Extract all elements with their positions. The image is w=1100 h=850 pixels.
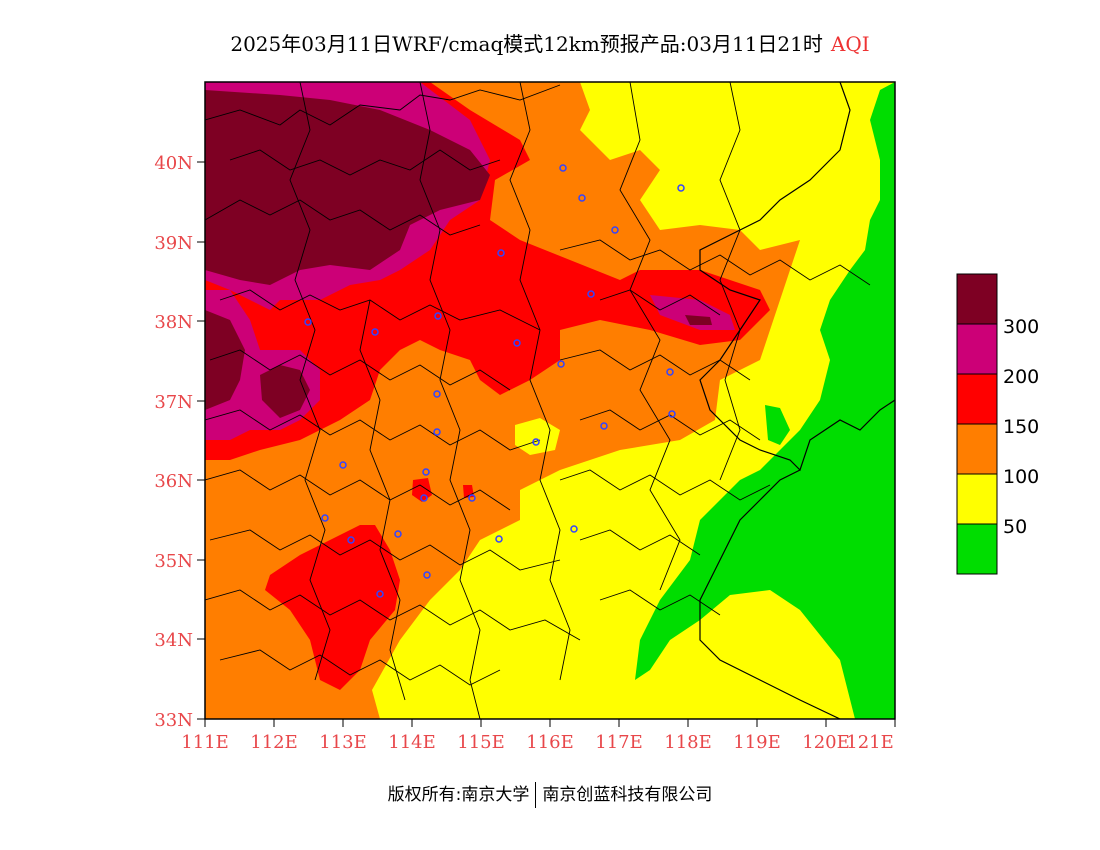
boundary-lines xyxy=(205,82,871,719)
city-markers xyxy=(304,164,685,598)
footer-left: 版权所有:南京大学 xyxy=(387,785,530,805)
legend-label-300: 300 xyxy=(1003,316,1039,338)
lat-label: 39N xyxy=(154,233,193,254)
lon-label: 114E xyxy=(388,732,436,753)
aqi-legend: 300 200 150 100 50 xyxy=(956,273,1039,575)
lat-label: 37N xyxy=(154,392,193,413)
copyright-footer: 版权所有:南京大学 南京创蓝科技有限公司 xyxy=(0,780,1100,808)
legend-label-200: 200 xyxy=(1003,366,1039,388)
lon-label: 120E xyxy=(802,732,850,753)
lat-label: 33N xyxy=(154,710,193,731)
lon-label: 121E xyxy=(846,732,894,753)
lon-label: 116E xyxy=(526,732,574,753)
lon-label: 119E xyxy=(733,732,781,753)
lon-label: 111E xyxy=(181,732,229,753)
lon-label: 117E xyxy=(595,732,643,753)
lon-label: 118E xyxy=(664,732,712,753)
footer-right: 南京创蓝科技有限公司 xyxy=(542,785,713,805)
legend-swatch-150-200 xyxy=(956,373,998,425)
legend-swatch-200-300 xyxy=(956,323,998,375)
legend-label-150: 150 xyxy=(1003,416,1039,438)
legend-swatch-100-150 xyxy=(956,423,998,475)
lat-label: 38N xyxy=(154,312,193,333)
legend-swatch-300-plus xyxy=(956,273,998,325)
legend-swatch-50-100 xyxy=(956,473,998,525)
map-title: 2025年03月11日WRF/cmaq模式12km预报产品:03月11日21时 A… xyxy=(0,28,1100,57)
axis-ticks xyxy=(197,161,896,727)
lon-label: 112E xyxy=(250,732,298,753)
coastline xyxy=(699,82,895,472)
lat-label: 36N xyxy=(154,471,193,492)
lat-labels: 33N 34N 35N 36N 37N 38N 39N 40N xyxy=(154,153,193,731)
lat-label: 35N xyxy=(154,551,193,572)
aqi-band-0-50 xyxy=(635,82,895,719)
title-product: AQI xyxy=(830,32,870,56)
footer-separator xyxy=(535,782,537,808)
legend-label-50: 50 xyxy=(1003,516,1027,538)
lat-label: 40N xyxy=(154,153,193,174)
lat-label: 34N xyxy=(154,630,193,651)
legend-label-100: 100 xyxy=(1003,466,1039,488)
lon-label: 115E xyxy=(457,732,505,753)
aqi-band-300-plus xyxy=(205,90,490,285)
lon-label: 113E xyxy=(319,732,367,753)
legend-swatch-0-50 xyxy=(956,523,998,575)
lon-labels: 111E 112E 113E 114E 115E 116E 117E 118E … xyxy=(181,732,894,753)
aqi-field xyxy=(205,82,895,719)
title-text: 2025年03月11日WRF/cmaq模式12km预报产品:03月11日21时 xyxy=(230,32,823,56)
